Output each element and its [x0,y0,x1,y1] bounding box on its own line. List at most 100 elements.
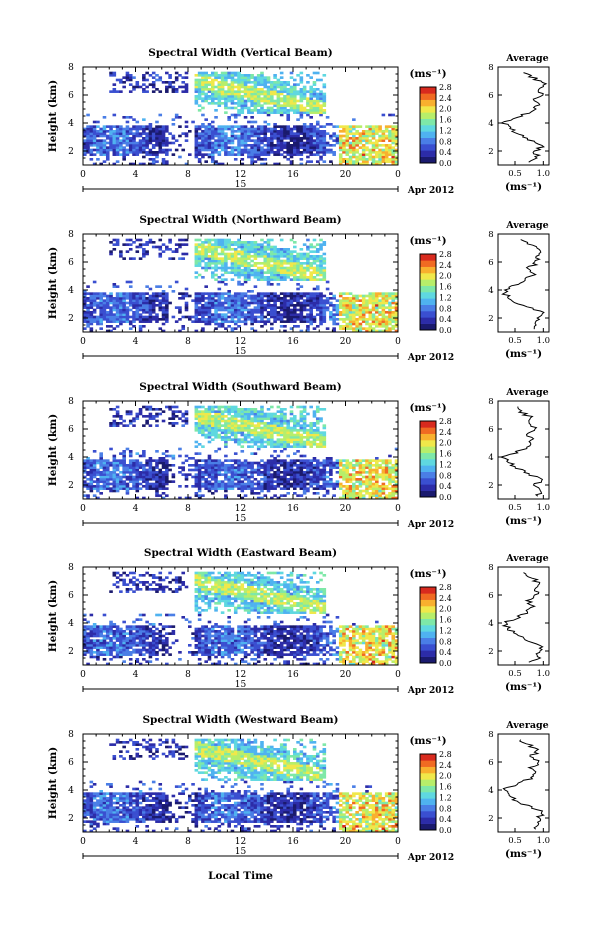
heatmap-cell [165,144,169,147]
heatmap-cell [83,311,87,314]
heatmap-cell [263,294,268,298]
heatmap-cell [312,144,317,147]
heatmap-cell [233,459,238,462]
heatmap-cell [375,130,379,133]
heatmap-cell [348,322,353,326]
heatmap-cell [391,318,396,321]
heatmap-cell [115,127,120,131]
heatmap-cell [270,496,274,500]
heatmap-cell [289,95,294,98]
heatmap-cell [263,153,268,156]
heatmap-cell [361,315,366,319]
heatmap-cell [394,301,399,305]
heatmap-cell [194,440,199,444]
heatmap-cell [237,301,241,305]
heatmap-cell [135,132,140,135]
heatmap-cell [237,426,241,430]
heatmap-cell [227,238,231,242]
heatmap-cell [361,162,366,166]
heatmap-cell [243,475,248,479]
heatmap-cell [220,102,225,105]
heatmap-cell [266,243,271,246]
heatmap-cell [306,297,310,300]
heatmap-cell [348,311,353,314]
heatmap-cell [125,412,130,416]
heatmap-cell [276,95,281,98]
heatmap-cell [217,480,222,483]
heatmap-cell [224,252,228,256]
heatmap-cell [381,325,386,328]
heatmap-cell [220,245,225,249]
heatmap-cell [243,137,248,140]
heatmap-cell [322,294,327,298]
heatmap-cell [217,473,222,476]
heatmap-cell [384,127,389,131]
heatmap-cell [256,92,261,96]
heatmap-cell [253,426,258,430]
heatmap-cell [263,85,268,89]
heatmap-cell [240,99,245,103]
heatmap-cell [194,102,199,105]
heatmap-cell [342,160,346,163]
heatmap-cell [260,419,264,423]
heatmap-cell [263,494,268,497]
heatmap-cell [286,271,291,274]
heatmap-cell [309,262,313,265]
heatmap-cell [276,151,281,154]
heatmap-cell [289,146,294,149]
heatmap-cell [302,308,307,312]
heatmap-cell [253,146,258,149]
heatmap-cell [296,297,300,300]
heatmap-cell [289,257,294,260]
heatmap-cell [276,283,281,286]
heatmap-cell [378,292,382,295]
heatmap-cell [256,273,261,277]
heatmap-cell [171,290,176,293]
heatmap-cell [102,478,107,481]
heatmap-cell [227,118,231,121]
heatmap-cell [105,464,110,467]
heatmap-cell [247,429,251,432]
heatmap-cell [112,130,117,133]
heatmap-cell [237,297,241,300]
heatmap-cell [260,74,264,77]
heatmap-cell [230,315,235,319]
heatmap-cell [263,299,268,302]
heatmap-cell [197,320,202,323]
heatmap-cell [194,429,199,432]
heatmap-cell [181,90,186,93]
heatmap-cell [197,294,202,298]
heatmap-cell [105,325,110,328]
heatmap-cell [230,266,235,270]
heatmap-cell [365,311,369,314]
heatmap-cell [210,466,215,469]
heatmap-cell [240,412,245,416]
heatmap-cell [227,410,231,413]
heatmap-cell [161,464,166,467]
heatmap-cell [181,468,186,472]
heatmap-cell [128,248,133,251]
heatmap-cell [283,269,287,272]
heatmap-cell [286,151,291,154]
heatmap-cell [197,127,202,131]
heatmap-cell [256,464,261,467]
heatmap-cell [171,137,176,140]
heatmap-cell [250,74,254,77]
heatmap-cell [233,301,238,305]
heatmap-cell [270,259,274,263]
heatmap-cell [329,137,333,140]
heatmap-cell [230,313,235,316]
heatmap-cell [256,306,261,309]
heatmap-cell [299,127,304,131]
heatmap-cell [352,327,356,330]
heatmap-cell [250,109,254,112]
heatmap-cell [375,141,379,145]
heatmap-cell [250,248,254,251]
heatmap-cell [256,485,261,488]
heatmap-cell [289,139,294,142]
heatmap-cell [233,422,238,425]
heatmap-cell [309,299,313,302]
heatmap-cell [256,153,261,156]
heatmap-cell [250,144,254,147]
heatmap-cell [240,141,245,145]
